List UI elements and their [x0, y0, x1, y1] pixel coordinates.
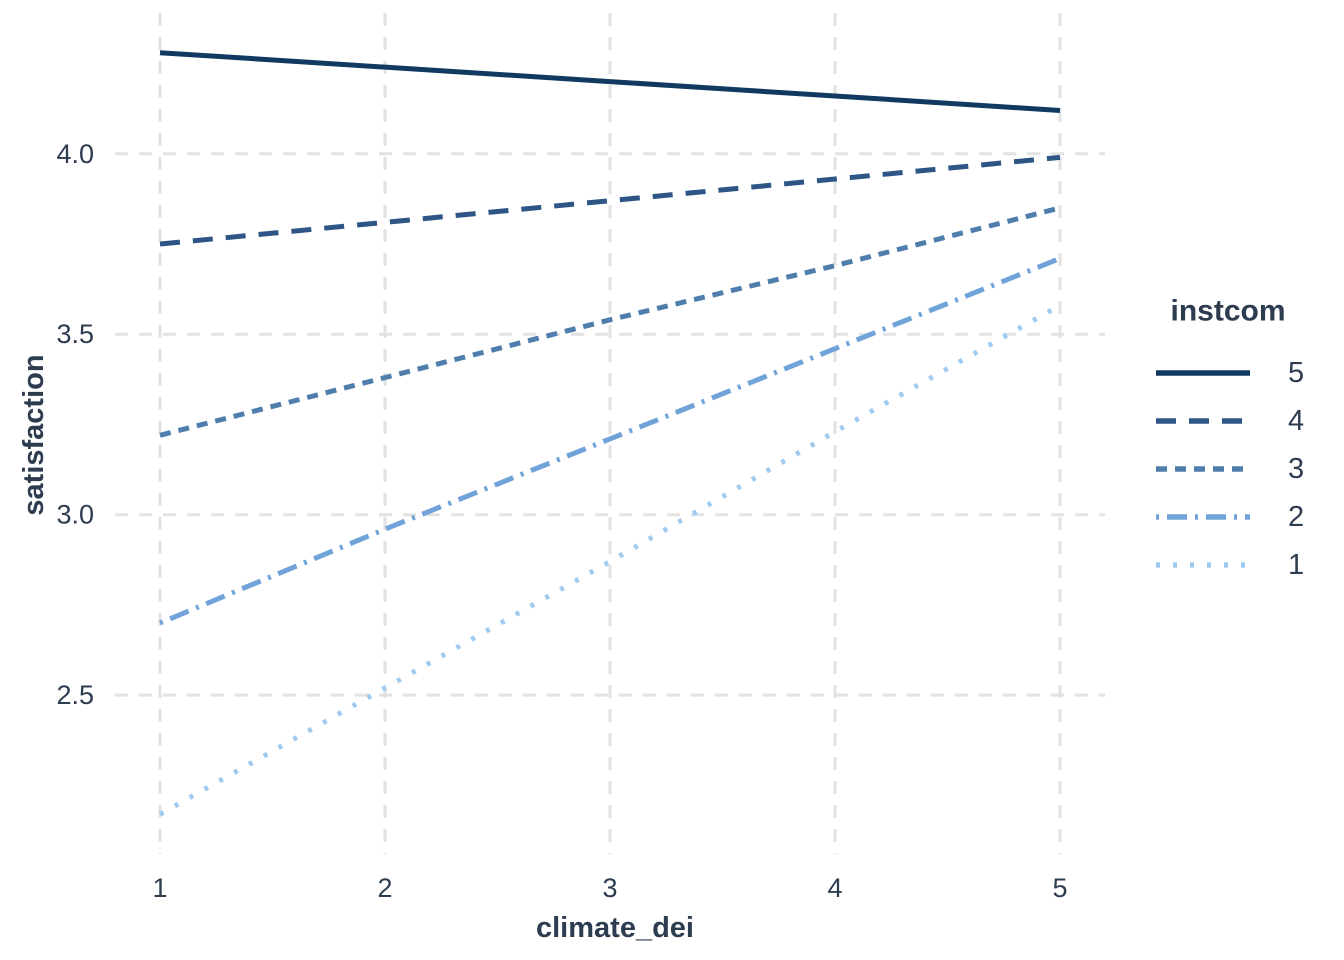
- legend-label-instcom-5: 5: [1288, 357, 1304, 389]
- series-line-instcom-3: [159, 205, 1061, 438]
- series-line-instcom-2: [159, 256, 1061, 626]
- series-line-instcom-4: [159, 154, 1061, 247]
- x-tick-label: 2: [377, 873, 392, 903]
- y-tick-label: 2.5: [56, 680, 94, 710]
- series-line-instcom-1: [158, 303, 1062, 817]
- x-tick-label: 3: [602, 873, 617, 903]
- grid-lines: [115, 13, 1105, 854]
- legend-label-instcom-2: 2: [1288, 501, 1304, 533]
- y-tick-label: 4.0: [56, 139, 94, 169]
- y-axis: 2.5 3.0 3.5 4.0 satisfaction: [18, 139, 94, 710]
- y-axis-title: satisfaction: [18, 354, 50, 515]
- series-line-instcom-5: [159, 50, 1061, 113]
- x-axis-title: climate_dei: [536, 912, 694, 944]
- x-axis: 1 2 3 4 5 climate_dei: [152, 873, 1067, 944]
- legend-label-instcom-4: 4: [1288, 405, 1304, 437]
- x-tick-label: 5: [1052, 873, 1067, 903]
- x-tick-label: 1: [152, 873, 167, 903]
- x-tick-label: 4: [827, 873, 842, 903]
- y-tick-label: 3.0: [56, 500, 94, 530]
- legend-title: instcom: [1170, 295, 1285, 328]
- y-tick-label: 3.5: [56, 319, 94, 349]
- series-lines: [158, 50, 1062, 817]
- legend-label-instcom-1: 1: [1288, 549, 1304, 581]
- legend-label-instcom-3: 3: [1288, 453, 1304, 485]
